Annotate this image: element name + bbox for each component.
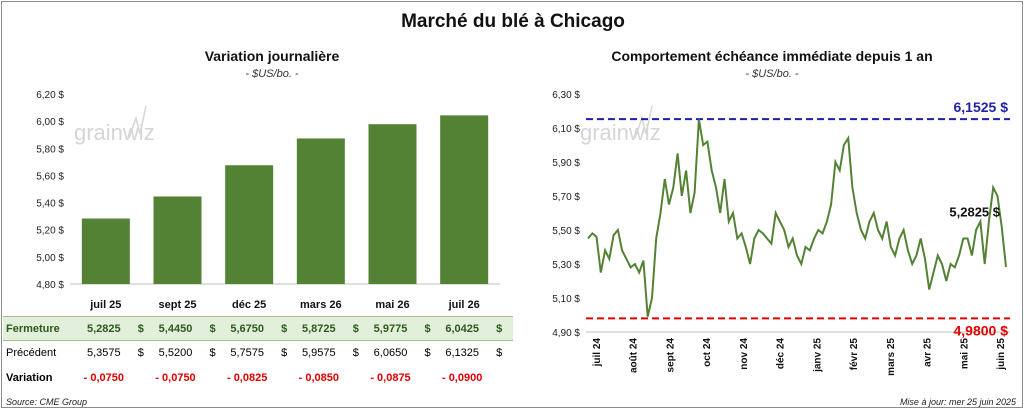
y-tick-label: 5,30 $ [552, 260, 580, 271]
x-tick-label: juil 26 [448, 299, 480, 311]
table-cell: 5,3575 [87, 347, 121, 359]
x-tick-label: juil 24 [592, 338, 603, 368]
row-label: Variation [6, 372, 53, 384]
y-tick-label: 6,30 $ [552, 90, 580, 101]
table-cell: 6,0425 [445, 323, 479, 335]
y-tick-label: 4,80 $ [36, 280, 64, 291]
currency-symbol: $ [496, 347, 503, 359]
table-cell: 5,6750 [230, 323, 264, 335]
y-tick-label: 6,10 $ [552, 124, 580, 135]
row-label: Fermeture [6, 323, 60, 335]
y-tick-label: 4,90 $ [552, 328, 580, 339]
grainwiz-logo: grainwiz [580, 105, 661, 145]
currency-symbol: $ [496, 323, 503, 335]
table-cell: 5,9775 [373, 323, 408, 335]
x-tick-label: mai 26 [375, 299, 409, 311]
currency-symbol: $ [352, 323, 359, 335]
currency-symbol: $ [209, 323, 216, 335]
x-tick-label: mars 26 [300, 299, 342, 311]
x-tick-label: sept 24 [665, 338, 676, 373]
row-variation: Variation - 0,0750 - 0,0750 - 0,0825 - 0,085… [3, 366, 513, 391]
bar [296, 138, 345, 284]
row-precedent: Précédent 5,3575 $5,5200 $5,7575 $5,9575 $6,0… [3, 341, 513, 366]
table-cell: 5,2825 [87, 323, 121, 335]
line-chart: grainwiz 4,90 $ 5,10 $ 5,30 $ 5,50 $ 5,70 $ 5,… [552, 90, 1010, 376]
line-chart-title: Comportement échéance immédiate depuis 1… [611, 48, 933, 64]
table-cell: 5,4450 [158, 323, 193, 335]
y-tick-label: 5,60 $ [36, 171, 64, 182]
x-tick-label: févr 25 [849, 338, 860, 371]
y-tick-label: 6,20 $ [36, 90, 64, 101]
x-tick-label: mai 25 [959, 338, 970, 370]
bar [81, 218, 130, 284]
currency-symbol: $ [137, 323, 144, 335]
y-tick-label: 5,70 $ [552, 192, 580, 203]
table-cell: - 0,0875 [370, 372, 411, 384]
y-tick-label: 5,10 $ [552, 294, 580, 305]
bar [368, 124, 417, 284]
line-chart-unit: - $US/bo. - [745, 68, 799, 80]
price-line [587, 119, 1007, 317]
currency-symbol: $ [281, 323, 288, 335]
x-tick-label: déc 25 [232, 299, 266, 311]
x-tick-label: oct 24 [702, 338, 713, 367]
y-tick-label: 5,20 $ [36, 226, 64, 237]
table-cell: - 0,0850 [298, 372, 340, 384]
x-tick-label: juil 25 [89, 299, 121, 311]
main-title: Marché du blé à Chicago [401, 11, 625, 32]
y-tick-label: 5,90 $ [552, 158, 580, 169]
table-cell: 5,9575 [302, 347, 336, 359]
x-tick-label: août 24 [629, 338, 640, 373]
bar [153, 196, 202, 284]
table-cell: - 0,0750 [83, 372, 125, 384]
x-tick-label: juin 25 [996, 338, 1007, 371]
currency-symbol: $ [352, 347, 359, 359]
currency-symbol: $ [424, 347, 431, 359]
bar-chart: grainwiz 4,80 $ 5,00 $ 5,20 $ 5,40 $ 5,60 $ 5,… [36, 90, 500, 311]
bar [440, 115, 489, 284]
y-tick-label: 5,40 $ [36, 199, 64, 210]
table-cell: 5,7575 [230, 347, 264, 359]
y-tick-label: 5,80 $ [36, 144, 64, 155]
bar-chart-title: Variation journalière [204, 48, 340, 64]
price-table: Fermeture 5,2825 $5,4450 $5,6750 $5,8725 $5,9… [3, 316, 513, 391]
x-tick-label: nov 24 [739, 338, 750, 370]
table-cell: - 0,0750 [155, 372, 196, 384]
current-value-label: 5,2825 $ [949, 204, 1000, 219]
x-tick-label: sept 25 [159, 299, 197, 311]
grainwiz-logo: grainwiz [74, 105, 155, 145]
y-tick-label: 5,50 $ [552, 226, 580, 237]
svg-text:grainwiz: grainwiz [580, 120, 661, 145]
row-label: Précédent [6, 347, 57, 359]
row-fermeture: Fermeture 5,2825 $5,4450 $5,6750 $5,8725 $5,9… [3, 316, 513, 341]
update-note: Mise à jour: mer 25 juin 2025 [899, 397, 1016, 407]
svg-text:grainwiz: grainwiz [74, 120, 155, 145]
table-cell: 6,1325 [445, 347, 479, 359]
source-note: Source: CME Group [6, 397, 88, 407]
high-label: 6,1525 $ [954, 99, 1009, 115]
table-cell: 5,8725 [302, 323, 336, 335]
x-tick-label: déc 24 [776, 338, 787, 370]
x-tick-label: avr 25 [923, 338, 934, 367]
table-cell: 5,5200 [158, 347, 193, 359]
currency-symbol: $ [281, 347, 288, 359]
currency-symbol: $ [209, 347, 216, 359]
y-tick-label: 5,00 $ [36, 253, 64, 264]
table-cell: 6,0650 [373, 347, 408, 359]
table-cell: - 0,0900 [441, 372, 483, 384]
bar-chart-unit: - $US/bo. - [245, 68, 299, 80]
low-label: 4,9800 $ [954, 322, 1009, 338]
x-tick-label: janv 25 [812, 338, 823, 373]
bar [225, 165, 274, 284]
y-tick-label: 6,00 $ [36, 117, 64, 128]
table-cell: - 0,0825 [226, 372, 268, 384]
currency-symbol: $ [137, 347, 144, 359]
currency-symbol: $ [424, 323, 431, 335]
x-tick-label: mars 25 [886, 338, 897, 376]
